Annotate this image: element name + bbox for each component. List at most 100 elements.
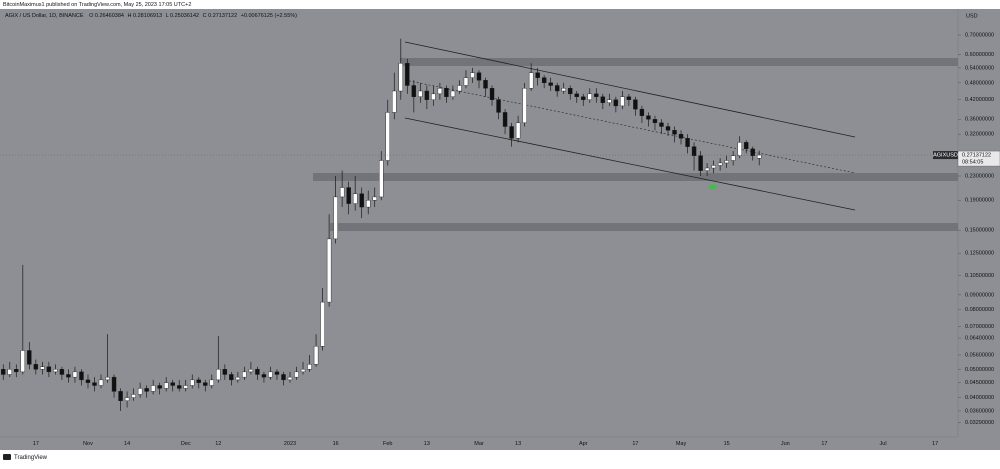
y-tick-label: 0.07000000 (965, 324, 994, 330)
x-tick-label: 16 (333, 441, 339, 447)
y-tick-label: 0.19000000 (965, 198, 994, 204)
candle-body (633, 99, 638, 110)
candle-body (137, 388, 143, 395)
candle-body (366, 200, 371, 208)
candle-body (613, 99, 619, 107)
candle-body (131, 394, 136, 398)
candle-body (620, 96, 625, 107)
x-tick-label: Nov (83, 441, 93, 447)
candle-body (730, 155, 736, 161)
candle-body (704, 167, 710, 171)
candle-body (639, 108, 645, 116)
candle-body (326, 238, 332, 303)
candle-body (652, 119, 658, 124)
last-price-box (957, 150, 1000, 167)
candle-body (98, 379, 104, 386)
candle-body (255, 369, 260, 375)
candle-body (737, 142, 742, 156)
x-tick-label: Mar (474, 441, 484, 447)
candle-body (359, 193, 364, 208)
candle-body (242, 371, 247, 378)
candle-body (14, 369, 19, 373)
candle-body (105, 376, 110, 381)
x-tick-label: May (676, 441, 687, 447)
brand-name: TradingView (14, 455, 48, 461)
candle-body (724, 160, 729, 164)
candle-body (522, 88, 527, 124)
x-tick-label: Apr (579, 441, 588, 447)
x-tick-label: 17 (821, 441, 827, 447)
symbol-tag-box (933, 151, 958, 160)
candle-body (743, 142, 749, 150)
y-tick-label: 0.70000000 (965, 32, 994, 38)
y-tick-label: 0.03290000 (965, 420, 994, 426)
candle-body (85, 379, 91, 383)
ohlc-label: L (166, 13, 169, 19)
candle-body (150, 385, 156, 392)
candle-body (7, 369, 12, 375)
symbol: AGIX / US Dollar, 1D, BINANCE (5, 13, 84, 19)
candle-body (346, 187, 351, 204)
candle-body (568, 88, 573, 95)
ohlc-label: C (203, 13, 207, 19)
candle-body (555, 85, 560, 92)
y-tick-label: 0.09000000 (965, 292, 994, 298)
candle-body (392, 90, 397, 113)
candle-body (177, 385, 182, 389)
candle-body (470, 72, 475, 78)
y-tick-label: 0.12500000 (965, 251, 994, 257)
channel-lower (404, 117, 856, 211)
candle-body (476, 72, 482, 81)
symbol-tag: AGIXUSD (933, 153, 958, 159)
candle-body (124, 397, 130, 401)
candle-body (79, 371, 84, 381)
candle-body (307, 364, 312, 370)
candle-body (678, 133, 684, 139)
candle-body (711, 165, 716, 169)
candle-body (170, 382, 175, 386)
candle-body (46, 366, 52, 373)
candle-body (483, 80, 488, 89)
channel-mid (404, 79, 856, 174)
candle-body (268, 371, 273, 378)
ohlc-value: 0.25036142 (170, 13, 199, 19)
candle-body (717, 162, 723, 166)
candle-body (339, 187, 345, 198)
candle-body (626, 96, 632, 100)
candle-body (313, 346, 319, 365)
candle-body (548, 82, 553, 86)
candle-body (320, 301, 325, 347)
candle-body (502, 112, 508, 127)
candle-body (372, 196, 377, 201)
candle-body (385, 112, 390, 161)
candle-body (118, 391, 123, 401)
candle-body (698, 155, 703, 171)
candle-body (261, 374, 267, 378)
annotations (313, 41, 958, 231)
candle-body (594, 93, 599, 97)
x-tick-label: 17 (632, 441, 638, 447)
candle-body (587, 93, 592, 100)
candle-body (411, 85, 417, 97)
candle-body (235, 376, 241, 381)
candle-body (418, 90, 423, 97)
candle-body (437, 88, 443, 95)
candle-body (190, 379, 195, 386)
candle-body (757, 154, 762, 159)
x-tick-label: 13 (515, 441, 521, 447)
candle-body (40, 366, 45, 370)
candle-body (750, 148, 755, 156)
y-tick-label: 0.60000000 (965, 52, 994, 58)
currency: USD (966, 13, 978, 19)
candle-body (509, 126, 514, 139)
candle-body (92, 382, 97, 386)
ohlc-value: 0.28106913 (133, 13, 162, 19)
candle-body (431, 93, 436, 100)
candle-body (248, 369, 254, 373)
candle-body (144, 388, 149, 392)
ohlc-label: H (128, 13, 132, 19)
candle-body (203, 382, 208, 386)
candle-body (216, 369, 221, 381)
channel-upper (404, 41, 856, 138)
